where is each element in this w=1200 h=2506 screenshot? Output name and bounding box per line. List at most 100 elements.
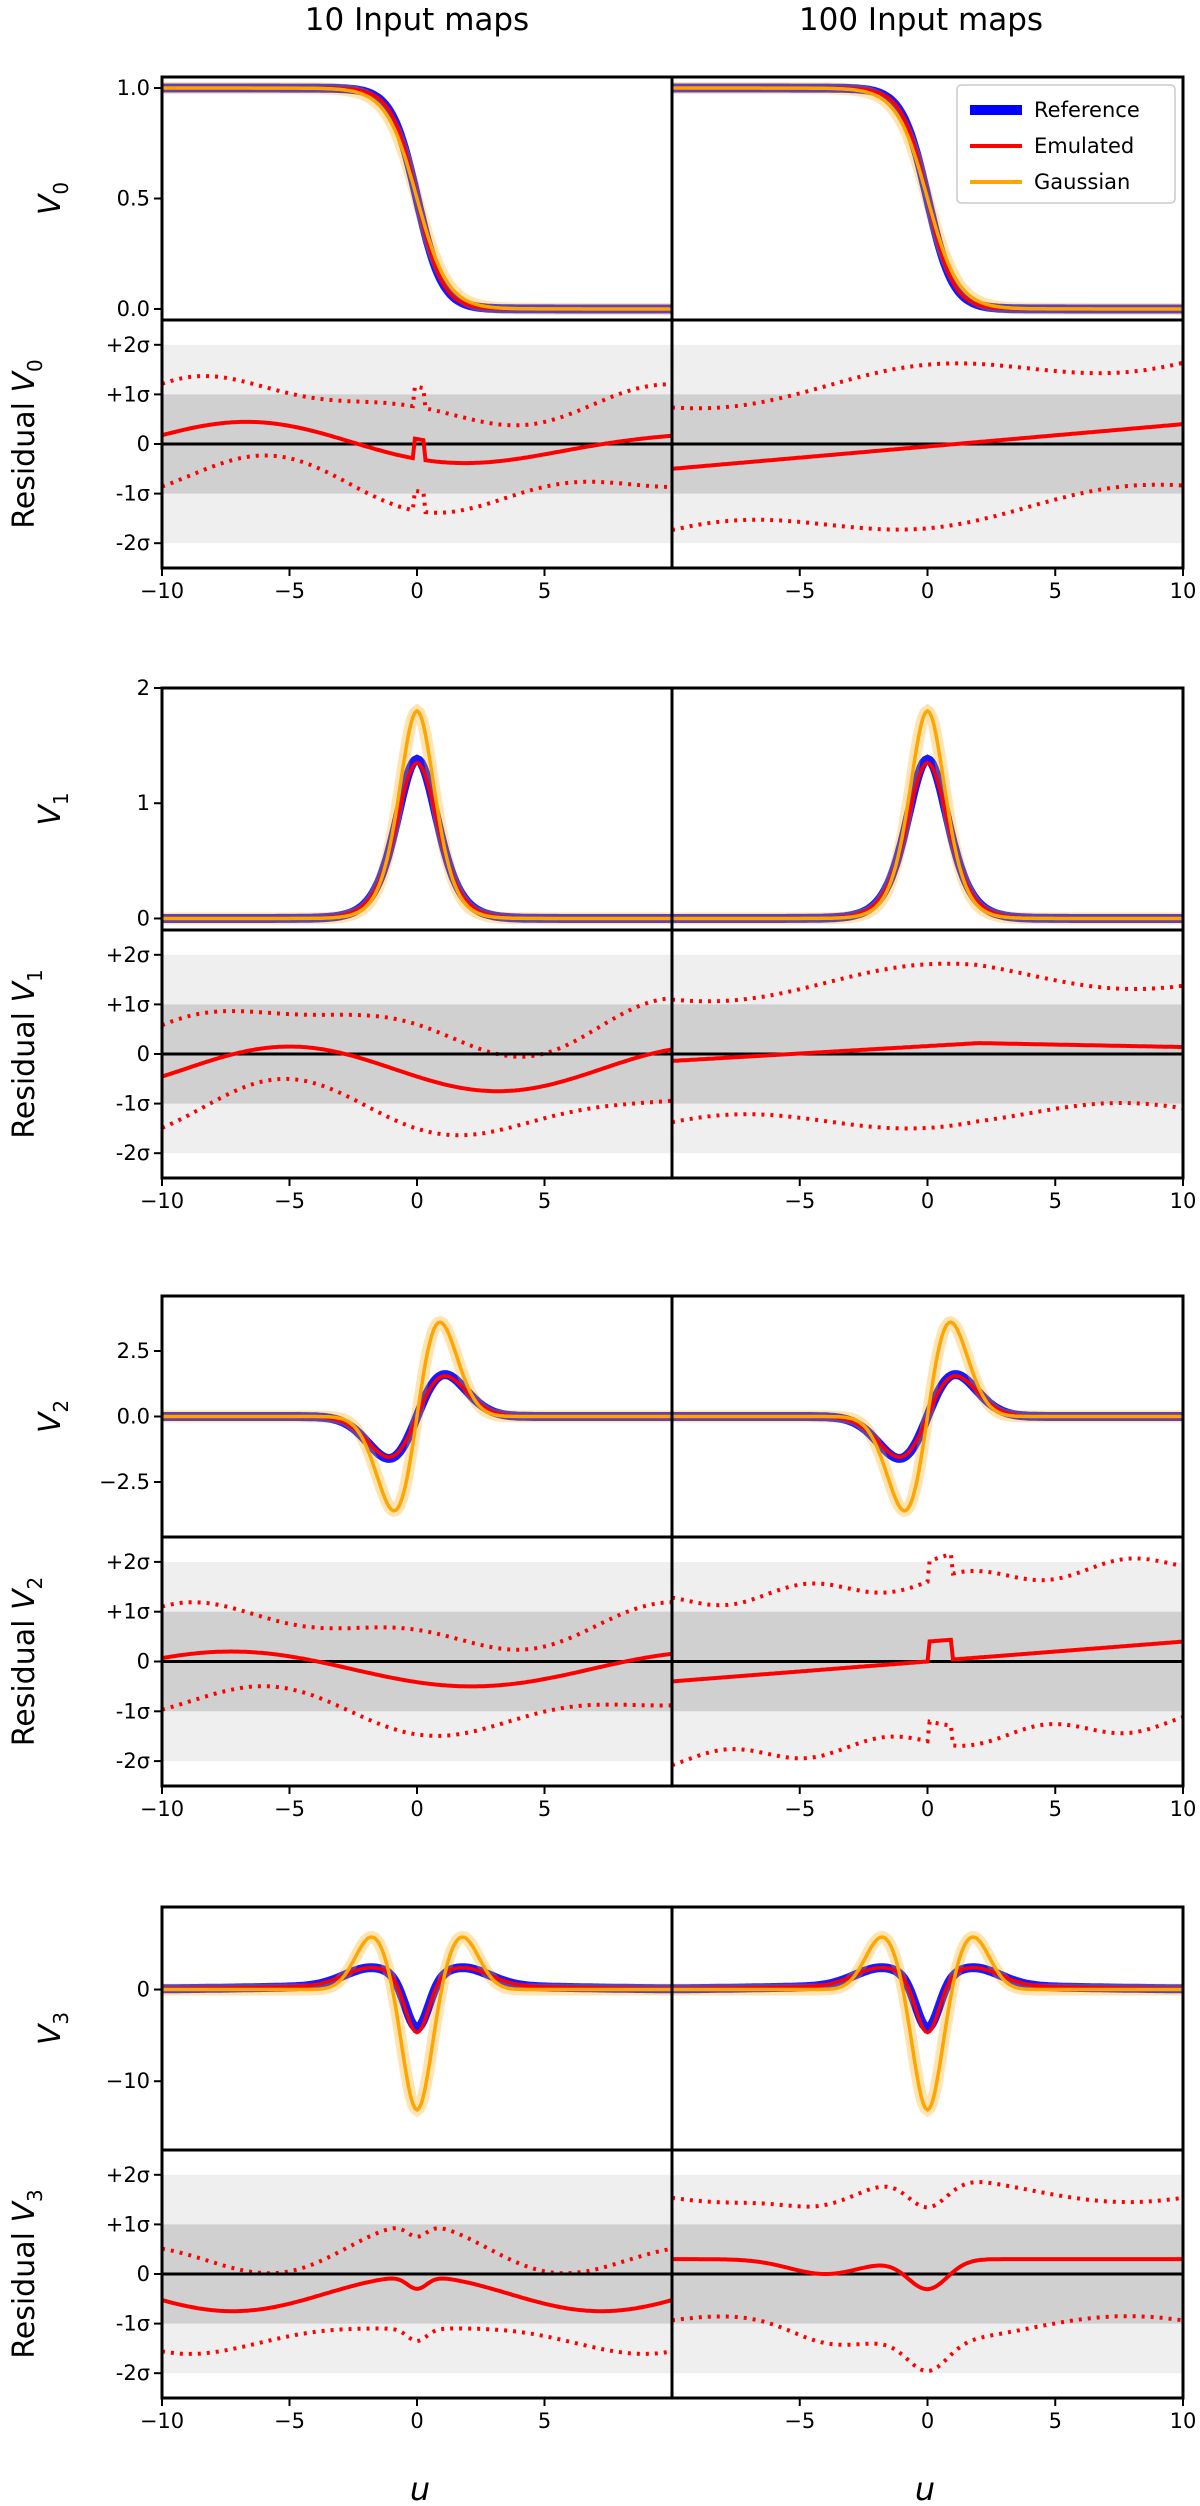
y-tick-label: 2 [137,676,150,700]
y-tick-label: 0.0 [117,297,150,321]
residual-upper-line [161,373,672,428]
x-tick-label: 0 [410,2409,423,2433]
x-tick-label: −5 [274,1797,305,1821]
y-tick-label: −2.5 [99,1470,150,1494]
x-tick-label: 0 [921,579,934,603]
x-tick-label: −10 [140,2409,184,2433]
x-tick-label: 10 [1170,1189,1197,1213]
x-tick-label: −5 [274,1189,305,1213]
x-tick-label: −5 [274,2409,305,2433]
series-reference [162,1963,672,2033]
legend-entry: Reference [1034,98,1140,122]
y-axis-label-symbol: V [7,2200,42,2223]
y-tick-label: 0.0 [117,1405,150,1429]
column-title-right: 100 Input maps [799,2,1043,38]
x-tick-label: 5 [538,579,551,603]
y-tick-label: -2σ [116,1749,150,1773]
y-tick-label: 0 [137,432,150,456]
x-tick-label: 5 [1049,1797,1062,1821]
residual-mean-line [161,1649,673,1689]
y-axis-label-subscript: 1 [23,969,47,982]
y-tick-label: -1σ [116,482,150,506]
subplot-V3-right: −5 0 5 10 [670,1905,1197,2433]
y-tick-label: +2σ [106,943,150,967]
subplot-V2-left: −10 −5 0 5−2.50.02.5+2σ+1σ0-1σ-2σV2Residual… [7,1294,674,1821]
y-axis-label-subscript: 2 [23,1577,47,1590]
x-tick-label: 10 [1170,579,1197,603]
y-tick-label: +2σ [106,1550,150,1574]
x-tick-label: −10 [140,1189,184,1213]
legend-entry: Gaussian [1034,170,1130,194]
y-tick-label: 0 [137,1978,150,2002]
residual-upper-line [671,1551,1184,1608]
y-tick-label: -2σ [116,531,150,555]
series-gaussian [162,708,672,921]
residual-upper-line [671,2180,1184,2210]
y-tick-label: 1.0 [117,76,150,100]
series-gaussian [672,86,1183,311]
series-emulated [672,760,1183,921]
y-axis-label-symbol: V [33,2022,68,2045]
residual-mean-line [671,422,1184,471]
series-gaussian [672,1320,1183,1513]
x-tick-label: 0 [410,579,423,603]
y-tick-label: -1σ [116,1699,150,1723]
column-title-left: 10 Input maps [305,2,529,38]
legend-entry: Emulated [1034,134,1134,158]
y-tick-label: +1σ [106,2212,150,2236]
series-emulated [162,760,672,921]
x-tick-label: 5 [538,1189,551,1213]
x-tick-label: −5 [784,579,815,603]
series-gaussian [162,1935,672,2113]
residual-lower-line [671,2314,1184,2374]
top-panel-frame [670,686,1185,932]
legend: Reference Emulated Gaussian [956,84,1176,204]
x-tick-label: 10 [1170,2409,1197,2433]
residual-lower-line [671,1715,1184,1768]
series-reference [672,754,1183,923]
y-tick-label: 0.5 [117,187,150,211]
y-axis-label-residual: Residual V2 [7,1577,47,1747]
y-tick-label: +2σ [106,333,150,357]
y-axis-label-symbol: V [33,192,68,215]
y-axis-label-symbol: V [7,980,42,1003]
subplot-V0-right: −5 0 5 10 [670,75,1197,603]
y-axis-label-top: V1 [33,792,73,825]
x-axis-label-right: u [915,2470,935,2506]
subplot-V1-right: −5 0 5 10 [670,686,1197,1213]
y-axis-label-residual-word: Residual [7,1610,42,1746]
y-tick-label: 0 [137,2262,150,2286]
x-tick-label: 0 [921,1797,934,1821]
y-axis-label-subscript: 1 [49,792,73,805]
x-tick-label: −10 [140,1797,184,1821]
x-tick-label: 0 [410,1189,423,1213]
series-gaussian-band [672,703,1183,925]
y-axis-label-residual-word: Residual [7,1003,42,1139]
y-axis-label-symbol: V [33,803,68,826]
residual-mean-line [671,1637,1184,1684]
y-tick-label: 0 [137,906,150,930]
residual-mean-line [671,1041,1184,1063]
x-tick-label: 5 [538,2409,551,2433]
x-tick-label: −10 [140,579,184,603]
y-axis-label-subscript: 3 [23,2189,47,2202]
series-gaussian [672,708,1183,921]
x-tick-label: 0 [921,2409,934,2433]
y-axis-label-subscript: 2 [49,1400,73,1413]
plot-area: −10 −5 0 5 0.0 0.5 1.0 +2σ +1σ 0 -1σ -2σ V 0 Residual … [7,75,1197,2433]
y-tick-label: -2σ [116,2361,150,2385]
y-tick-label: -1σ [116,2312,150,2336]
x-tick-label: 10 [1170,1797,1197,1821]
y-axis-label-top: V2 [33,1400,73,1433]
subplot-V2-right: −5 0 5 10 [670,1294,1197,1821]
x-tick-label: −5 [784,1189,815,1213]
x-tick-label: −5 [784,2409,815,2433]
y-tick-label: 2.5 [117,1339,150,1363]
x-tick-label: 0 [921,1189,934,1213]
x-tick-label: −5 [784,1797,815,1821]
y-axis-label-residual: Residual V3 [7,2189,47,2359]
x-tick-label: 5 [1049,1189,1062,1213]
y-axis-label-residual: Residual V1 [7,969,47,1139]
